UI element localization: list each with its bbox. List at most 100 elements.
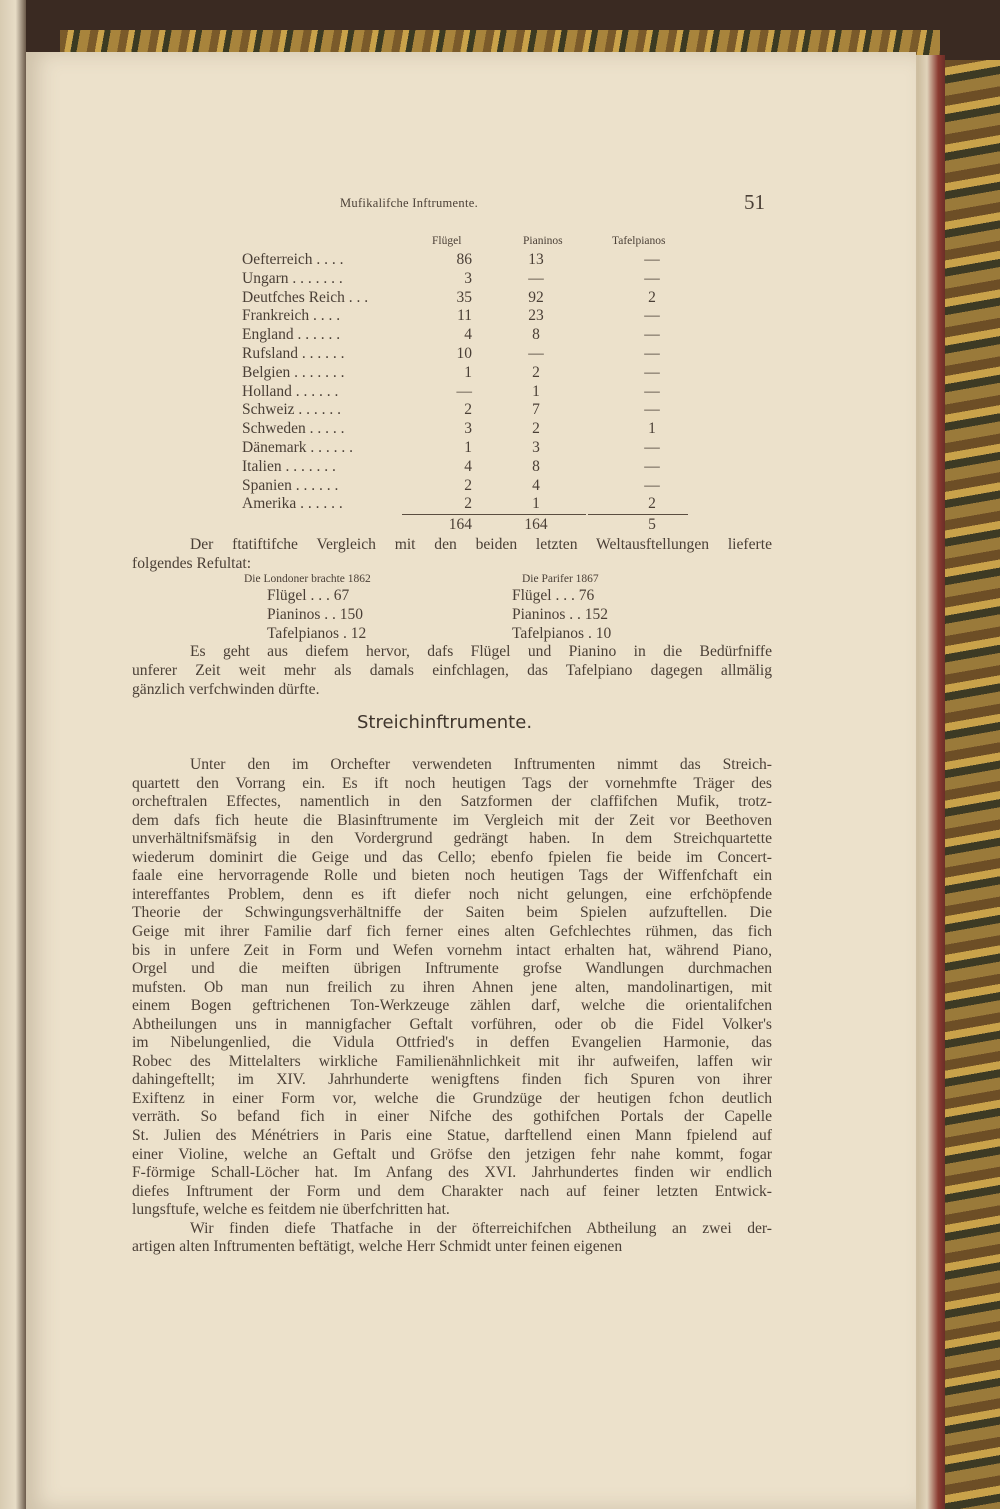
fluegel-count: — [456,382,473,400]
pianinos-count: 23 [528,307,544,325]
text-line: unverhältnifsmäfsig in den Vordergrund g… [132,830,772,848]
pianinos-count: 2 [532,363,540,381]
text-line: folgendes Refultat: [132,555,252,572]
column-header-pianinos: Pianinos [523,235,563,247]
text-line: Geige mit ihrer Familie darf fich ferner… [132,922,772,940]
country-name: Oefterreich . . . . [242,251,344,268]
pianinos-count: 7 [532,401,540,419]
text-line: intereffantes Problem, denn es ift diefe… [132,885,772,903]
pianinos-count: 3 [532,439,540,456]
london-item: Tafelpianos . 12 [267,625,367,642]
country-name: Spanien . . . . . . [242,476,339,494]
table-row: Frankreich . . . . 11 23 — [242,307,702,326]
running-head: Mufikalifche Inftrumente. [340,196,479,210]
tafelpianos-count: 2 [648,288,656,306]
table-row: Schweden . . . . . 3 2 1 [242,420,702,439]
sum-rule [402,514,586,515]
table-row: Rufsland . . . . . . 10 — — [242,345,702,364]
pianinos-count: 8 [532,457,540,475]
fluegel-count: 10 [456,345,473,362]
country-name: Dänemark . . . . . . [242,439,354,456]
table-row: Ungarn . . . . . . . 3 — — [242,270,702,289]
tafelpianos-count: — [644,251,660,268]
table-row: Dänemark . . . . . . 1 3 — [242,439,702,458]
tafelpianos-count: — [644,307,660,325]
fluegel-count: 2 [464,401,472,419]
tafelpianos-count: — [644,345,660,362]
pianinos-count: 1 [532,495,540,513]
text-line: bis in unfere Zeit in Form und Wefen vor… [132,941,772,959]
text-line: dahingeftellt; im XIV. Jahrhunderte weni… [132,1071,772,1089]
text-line: faale eine hervorragende Rolle und biete… [132,867,772,885]
london-item: Flügel . . . 67 [267,587,350,604]
text-line: einer Violine, welche an Geftalt und Grö… [132,1145,772,1163]
text-line: artigen alten Inftrumenten beftätigt, we… [132,1238,623,1256]
text-line: lungsftufe, welche es feitdem nie überfc… [132,1201,450,1219]
tafelpianos-count: — [644,326,660,344]
fluegel-count: 4 [464,326,472,344]
tafelpianos-count: 1 [648,420,656,438]
text-line: wiederum dominirt die Geige und das Cell… [132,848,772,866]
pianinos-count: — [528,269,544,287]
tafelpianos-count: — [644,401,660,419]
table-totals-row: 164 164 5 [242,516,702,535]
fluegel-count: 1 [464,363,472,381]
total-fluegel: 164 [448,516,472,533]
text-line: dem dafs fich heute die Blasinftrumente … [132,811,772,829]
fluegel-count: 11 [457,307,472,325]
text-line: unferer Zeit weit mehr als damals einfch… [132,662,772,679]
page-number: 51 [744,190,765,214]
country-name: Schweden . . . . . [242,420,345,438]
text-line: verräth. So befand fich in einer Nifche … [132,1108,772,1126]
table-row: Oefterreich . . . . 86 13 — [242,251,702,270]
london-caption: Die Londoner brachte 1862 [244,573,371,585]
text-line: gänzlich verfchwinden dürfte. [132,681,320,698]
tafelpianos-count: — [644,382,660,400]
country-name: Schweiz . . . . . . [242,401,342,419]
text-line: Es geht aus diefem hervor, dafs Flügel u… [190,643,772,660]
country-name: Holland . . . . . . [242,382,339,400]
text-line: Der ftatiftifche Vergleich mit den beide… [190,536,772,553]
table-row: Schweiz . . . . . . 2 7 — [242,401,702,420]
pianinos-count: 4 [532,476,540,494]
table-row: Holland . . . . . . — 1 — [242,383,702,402]
pianinos-count: 13 [528,251,544,268]
paris-item: Flügel . . . 76 [512,587,595,604]
table-row: Amerika . . . . . . 2 1 2 [242,495,702,514]
column-header-fluegel: Flügel [432,235,462,247]
fluegel-count: 1 [464,439,472,456]
text-line: Exiftenz in einer Form vor, welche die G… [132,1089,772,1107]
fluegel-count: 35 [456,288,473,306]
country-name: Frankreich . . . . [242,307,341,325]
fluegel-count: 86 [456,251,473,268]
pianinos-count: 92 [528,288,544,306]
table-row: England . . . . . . 4 8 — [242,326,702,345]
pianinos-count: 2 [532,420,540,438]
london-item: Pianinos . . 150 [267,606,364,623]
text-line: St. Julien des Ménétriers in Paris eine … [132,1127,772,1144]
text-line: orcheftralen Effectes, namentlich in den… [132,793,772,811]
tafelpianos-count: — [644,269,660,287]
fluegel-count: 3 [464,420,472,438]
table-row: Spanien . . . . . . 2 4 — [242,477,702,496]
table-row: Deutfches Reich . . . 35 92 2 [242,289,702,308]
country-name: Rufsland . . . . . . [242,345,345,362]
tafelpianos-count: 2 [648,495,656,513]
book-page [26,52,916,1509]
tafelpianos-count: — [644,439,660,456]
table-row: Belgien . . . . . . . 1 2 — [242,364,702,383]
tafelpianos-count: — [644,457,660,475]
country-name: Belgien . . . . . . . [242,363,345,381]
pianinos-count: — [528,345,544,362]
text-line: quartett den Vorrang ein. Es ift noch he… [132,774,772,792]
tafelpianos-count: — [644,363,660,381]
table-row: Italien . . . . . . . 4 8 — [242,458,702,477]
paris-caption: Die Parifer 1867 [522,573,599,585]
paris-item: Pianinos . . 152 [512,606,609,623]
text-line: im Nibelungenlied, die Vidula Ottfried's… [132,1034,772,1052]
total-tafelpianos: 5 [648,516,656,533]
text-line: Abtheilungen uns in mannigfacher Geftalt… [132,1015,772,1033]
paris-item: Tafelpianos . 10 [512,625,612,642]
text-line: Orgel und die meiften übrigen Inftrument… [132,960,772,978]
text-line: Unter den im Orchefter verwendeten Inftr… [190,756,772,773]
